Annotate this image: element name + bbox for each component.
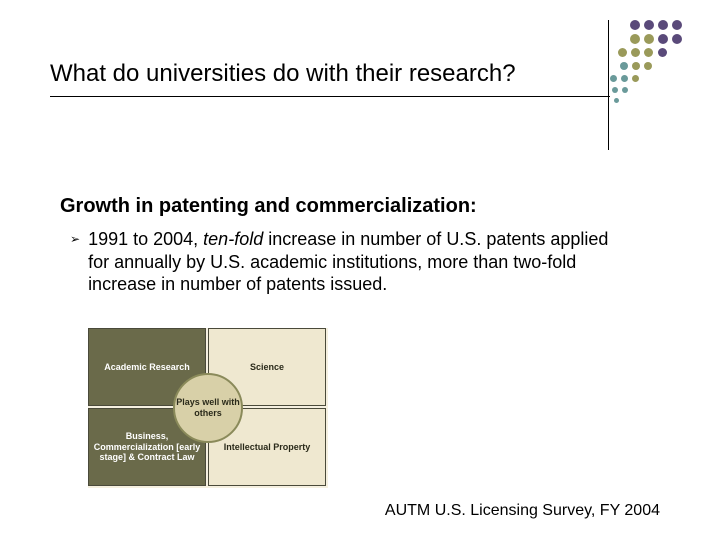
bullet-marker: ➢ bbox=[70, 232, 80, 296]
subtitle: Growth in patenting and commercializatio… bbox=[60, 195, 477, 218]
title-bar: What do universities do with their resea… bbox=[50, 60, 610, 97]
bullet-pre: 1991 to 2004, bbox=[88, 229, 203, 249]
bullet-italic: ten-fold bbox=[203, 229, 263, 249]
bullet-item: ➢ 1991 to 2004, ten-fold increase in num… bbox=[70, 228, 630, 296]
center-circle: Plays well with others bbox=[173, 373, 243, 443]
page-title: What do universities do with their resea… bbox=[50, 60, 610, 88]
footer-citation: AUTM U.S. Licensing Survey, FY 2004 bbox=[385, 502, 660, 520]
bullet-text: 1991 to 2004, ten-fold increase in numbe… bbox=[88, 228, 630, 296]
decorative-dots bbox=[600, 20, 690, 110]
quadrant-diagram: Academic Research Science Business, Comm… bbox=[88, 328, 328, 488]
